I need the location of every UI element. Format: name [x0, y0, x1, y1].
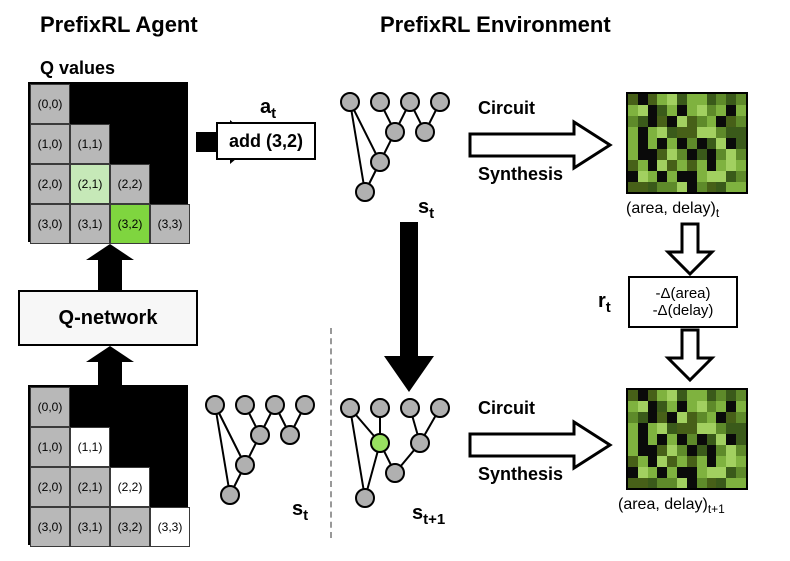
circuit-box-2: [626, 388, 748, 490]
tree-st: [340, 92, 460, 212]
arrow-synth-2: [470, 420, 610, 470]
result-1: (area, delay)t: [626, 200, 719, 220]
q-cell: (3,1): [70, 507, 110, 547]
q-network-box: Q-network: [18, 290, 198, 346]
action-symbol: at: [260, 96, 276, 122]
action-box: add (3,2): [216, 122, 316, 160]
tree-st-bottom: [205, 395, 325, 515]
arrow-reward-down: [668, 224, 712, 274]
state-st-label-2: st: [292, 498, 308, 524]
q-cell: (3,0): [30, 507, 70, 547]
synth-label-1b: Synthesis: [478, 164, 563, 185]
agent-title: PrefixRL Agent: [40, 12, 198, 38]
separator: [330, 328, 332, 538]
tree-st1: [340, 398, 460, 518]
q-cell: (2,2): [110, 164, 150, 204]
synth-label-2b: Synthesis: [478, 464, 563, 485]
q-cell: (3,2): [110, 507, 150, 547]
q-cell: (1,1): [70, 124, 110, 164]
q-cell: (2,0): [30, 164, 70, 204]
qvalues-label: Q values: [40, 58, 115, 79]
reward-symbol: rt: [598, 290, 611, 316]
q-cell: (1,0): [30, 427, 70, 467]
circuit-box-1: [626, 92, 748, 194]
state-st1-label: st+1: [412, 502, 445, 528]
env-title: PrefixRL Environment: [380, 12, 611, 38]
q-values-grid-bottom: (0,0)(1,0)(1,1)(2,0)(2,1)(2,2) (3,0)(3,1)…: [28, 385, 188, 545]
q-cell: (3,1): [70, 204, 110, 244]
q-cell: (2,1): [70, 467, 110, 507]
q-network-label: Q-network: [59, 307, 158, 330]
q-cell: (0,0): [30, 84, 70, 124]
q-cell: (2,1): [70, 164, 110, 204]
q-values-grid-top: (0,0)(1,0)(1,1)(2,0)(2,1)(2,2) (3,0)(3,1)…: [28, 82, 188, 242]
q-cell: (1,1): [70, 427, 110, 467]
q-cell: (3,3): [150, 204, 190, 244]
state-st-label: st: [418, 196, 434, 222]
synth-label-1: Circuit: [478, 98, 535, 119]
result-2: (area, delay)t+1: [618, 496, 725, 516]
arrow-grid-to-net: [80, 346, 140, 388]
reward-box: -Δ(area) -Δ(delay): [628, 276, 738, 328]
arrow-reward-down-2: [668, 330, 712, 380]
q-cell: (2,0): [30, 467, 70, 507]
q-cell: (2,2): [110, 467, 150, 507]
q-cell: (3,0): [30, 204, 70, 244]
arrow-state-down: [384, 222, 434, 392]
q-cell: (1,0): [30, 124, 70, 164]
q-cell: (0,0): [30, 387, 70, 427]
synth-label-2: Circuit: [478, 398, 535, 419]
q-cell: (3,3): [150, 507, 190, 547]
arrow-net-to-grid: [80, 244, 140, 290]
q-cell: (3,2): [110, 204, 150, 244]
arrow-synth-1: [470, 120, 610, 170]
